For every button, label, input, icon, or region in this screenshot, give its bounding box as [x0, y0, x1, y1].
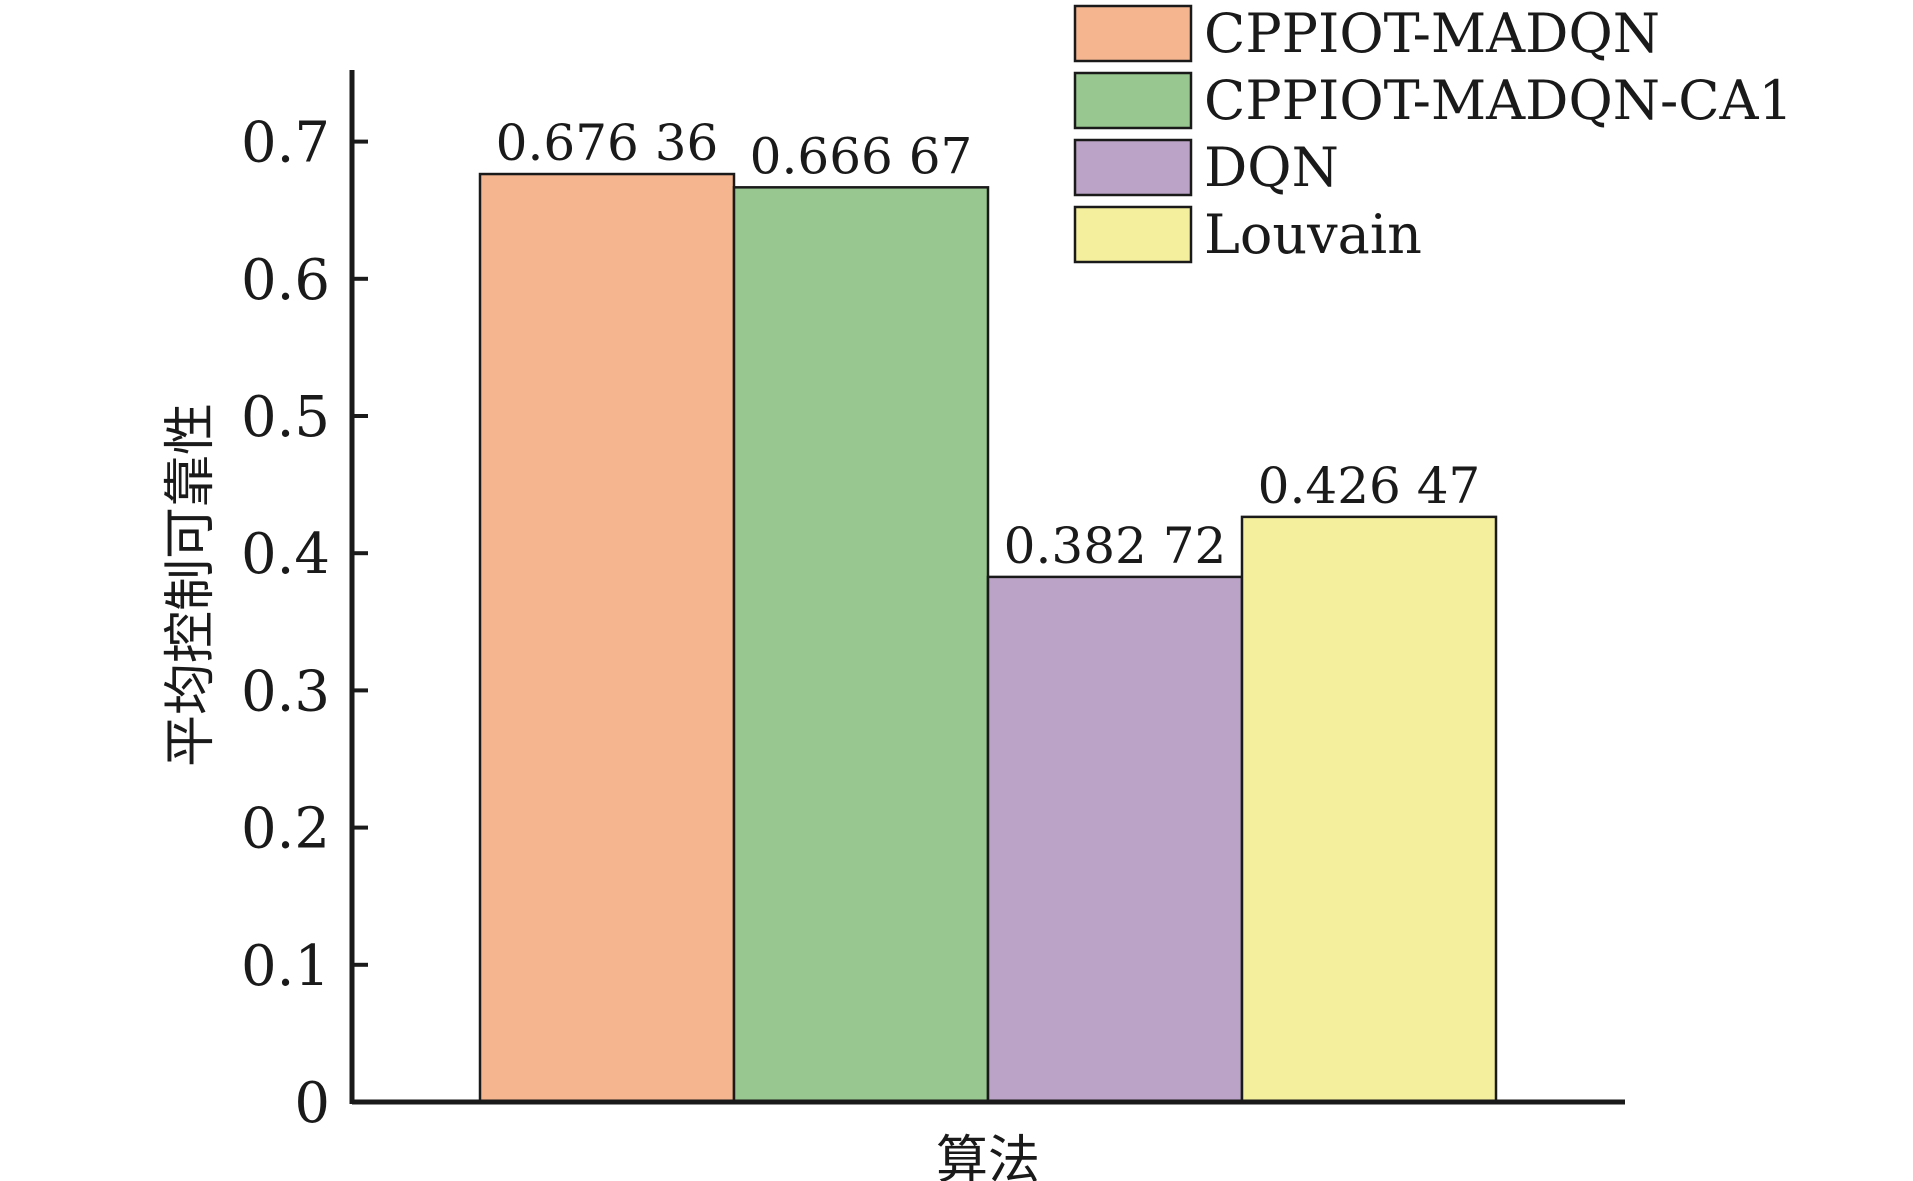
data-label: 0.426 47: [1258, 457, 1481, 515]
legend-swatch: [1073, 71, 1193, 130]
y-axis-title: 平均控制可靠性: [161, 403, 221, 767]
legend-swatch: [1073, 205, 1193, 264]
bar-cppiot-madqn-ca1: [732, 186, 990, 1104]
x-axis-title: 算法: [936, 1131, 1040, 1181]
y-tick-label: 0.1: [241, 934, 330, 999]
y-tick-label: 0.4: [241, 522, 330, 587]
y-tick-label: 0.3: [241, 659, 330, 724]
bars-group: [478, 172, 1498, 1104]
data-label: 0.666 67: [750, 127, 973, 185]
bar-cppiot-madqn: [478, 172, 736, 1104]
y-tick-label: 0.6: [241, 248, 330, 313]
legend-label: CPPIOT-MADQN: [1204, 2, 1660, 65]
legend-swatch: [1073, 138, 1193, 197]
legend-label: DQN: [1204, 136, 1339, 199]
bar-dqn: [986, 575, 1244, 1104]
data-label: 0.382 72: [1004, 517, 1227, 575]
legend-label: Louvain: [1204, 203, 1422, 266]
y-tick-label: 0.7: [241, 111, 330, 176]
y-tick-label: 0.2: [241, 797, 330, 862]
legend-label: CPPIOT-MADQN-CA1: [1204, 69, 1793, 132]
bar-louvain: [1240, 515, 1498, 1104]
data-labels-group: 0.676 36 0.666 67 0.382 72 0.426 47: [496, 114, 1481, 575]
legend-swatch: [1073, 4, 1193, 63]
y-tick-label: 0.5: [241, 385, 330, 450]
y-tick-label: 0: [294, 1071, 330, 1136]
y-axis: 0 0.1 0.2 0.3 0.4 0.5 0.6 0.7: [241, 70, 368, 1136]
data-label: 0.676 36: [496, 114, 719, 172]
